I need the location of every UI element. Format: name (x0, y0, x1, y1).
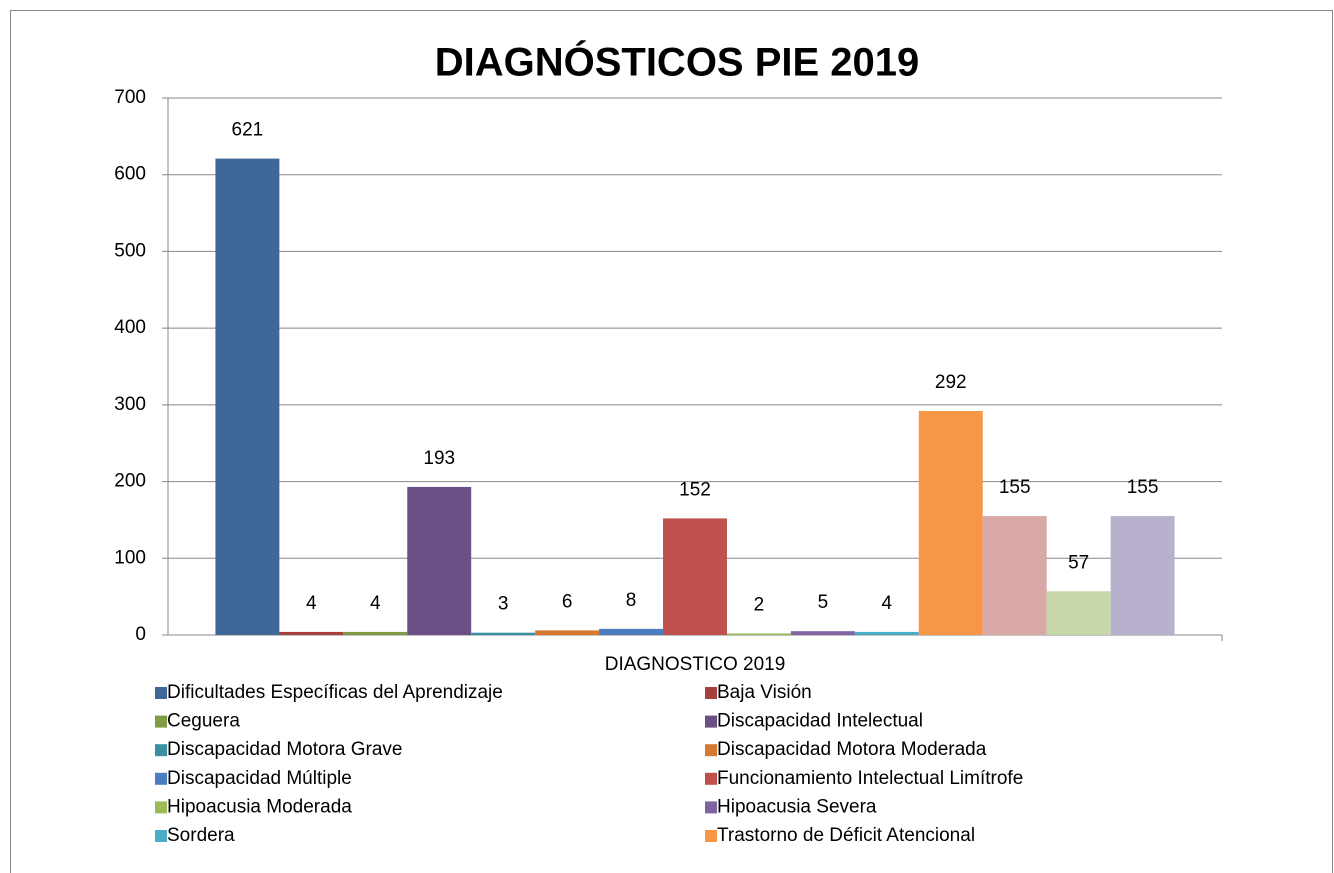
bar (407, 486, 472, 635)
data-label: 155 (1127, 477, 1159, 498)
data-label: 3 (498, 594, 509, 615)
bar (599, 628, 664, 635)
data-label: 155 (999, 477, 1031, 498)
bar (1110, 516, 1175, 635)
legend-swatch (155, 801, 167, 814)
legend-label: Trastorno de Déficit Atencional (717, 825, 975, 846)
bar (854, 631, 919, 635)
legend-swatch (705, 744, 717, 757)
data-label: 4 (882, 593, 893, 614)
data-label: 6 (562, 591, 573, 612)
y-tick-label: 0 (135, 624, 146, 645)
data-label: 152 (679, 479, 711, 500)
legend-label: Baja Visión (717, 682, 812, 703)
bar (982, 516, 1047, 635)
bar (726, 633, 791, 635)
y-tick-label: 400 (114, 317, 146, 338)
legend-label: Sordera (167, 825, 235, 846)
legend-label: Hipoacusia Severa (717, 796, 877, 817)
chart-title: DIAGNÓSTICOS PIE 2019 (435, 39, 920, 85)
legend-swatch (705, 715, 717, 728)
y-tick-label: 200 (114, 471, 146, 492)
legend-swatch (705, 687, 717, 699)
legend-label: Discapacidad Múltiple (167, 768, 352, 789)
legend-swatch (155, 715, 167, 728)
bar (663, 518, 727, 635)
y-tick-label: 600 (114, 164, 146, 185)
bar (215, 158, 280, 635)
data-label: 57 (1068, 552, 1089, 573)
y-tick-label: 500 (114, 240, 146, 261)
bar (343, 631, 408, 635)
legend-label: Dificultades Específicas del Aprendizaje (167, 682, 503, 703)
legend-label: Discapacidad Motora Moderada (717, 739, 987, 760)
y-tick-label: 300 (114, 394, 146, 415)
legend-swatch (705, 801, 717, 814)
legend-swatch (155, 744, 167, 757)
data-label: 2 (754, 594, 765, 615)
legend-label: Ceguera (167, 711, 240, 732)
legend-label: Hipoacusia Moderada (167, 796, 352, 817)
data-label: 4 (370, 593, 381, 614)
data-label: 621 (232, 120, 264, 141)
data-label: 8 (626, 590, 637, 611)
legend-swatch (155, 830, 167, 842)
bar (535, 630, 600, 635)
bar (790, 631, 855, 635)
legend-swatch (155, 772, 167, 785)
data-label: 4 (306, 593, 317, 614)
legend-swatch (705, 772, 717, 785)
bar (471, 632, 536, 635)
data-label: 193 (423, 448, 455, 469)
y-tick-label: 100 (114, 547, 146, 568)
data-label: 292 (935, 372, 967, 393)
legend-label: Funcionamiento Intelectual Limítrofe (717, 768, 1023, 789)
y-tick-label: 700 (114, 87, 146, 108)
bar (1046, 591, 1111, 635)
bar (279, 631, 344, 635)
data-label: 5 (818, 592, 829, 613)
legend-label: Discapacidad Intelectual (717, 711, 923, 732)
legend-swatch (155, 687, 167, 699)
bar (918, 410, 983, 635)
x-tick-label: DIAGNOSTICO 2019 (605, 654, 786, 675)
legend-label: Discapacidad Motora Grave (167, 739, 403, 760)
legend-swatch (705, 830, 717, 842)
